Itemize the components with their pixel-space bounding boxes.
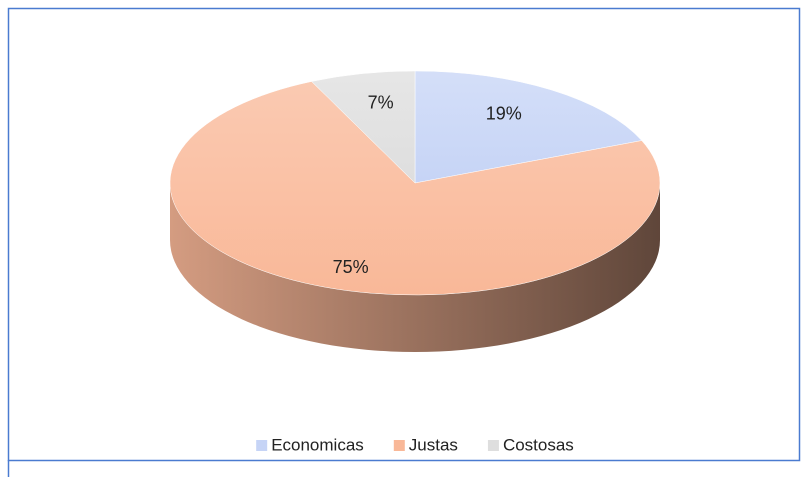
pie-slice [414,70,643,184]
pie-slice [169,81,661,296]
legend-label: Costosas [503,435,574,454]
data-label: 75% [333,257,369,277]
pie-slice [311,70,416,184]
data-label: 7% [368,93,394,113]
legend-swatch [393,440,405,451]
legend-swatch [487,440,499,451]
legend-label: Economicas [271,435,364,454]
legend: Economicas Justas Costosas [256,435,574,454]
legend-swatch [256,440,268,451]
pie: 19% 75% 7% [169,70,661,352]
legend-label: Justas [409,435,458,454]
pie-side [170,183,660,352]
data-label: 19% [486,103,522,123]
